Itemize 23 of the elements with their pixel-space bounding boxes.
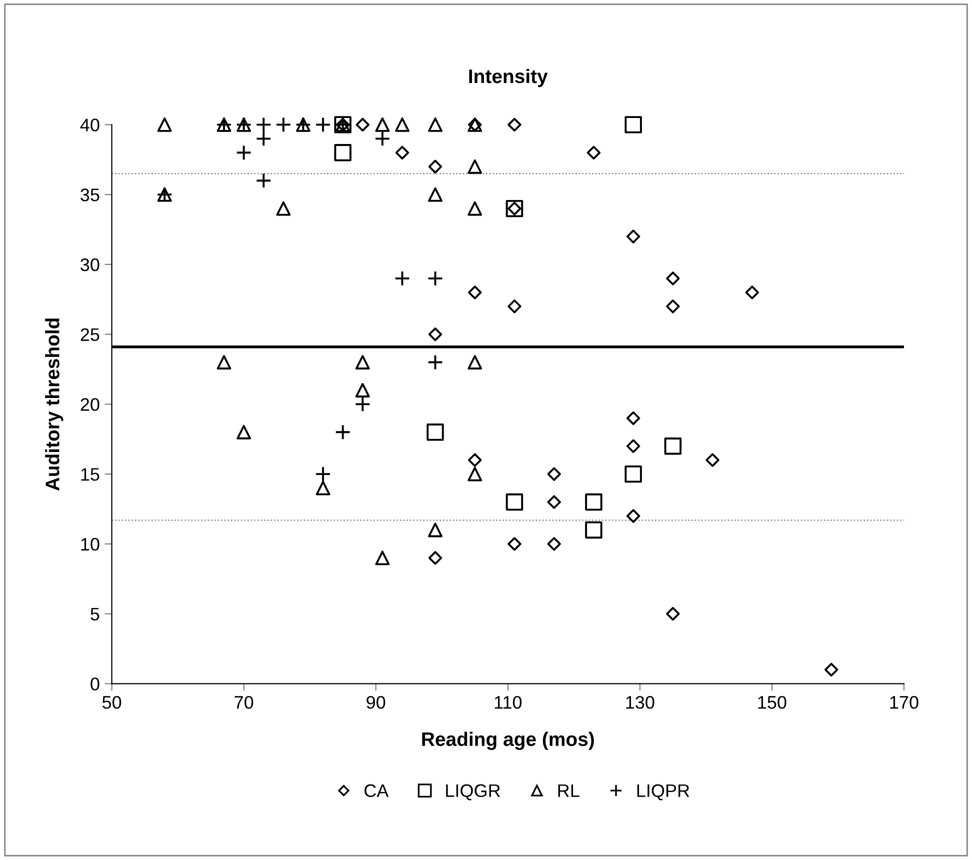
legend-label: CA [364, 784, 389, 798]
y-tick-label: 15 [81, 468, 100, 481]
y-tick-label: 10 [81, 538, 100, 551]
y-axis-title: Auditory threshold [45, 318, 64, 491]
legend-label: LIQGR [446, 784, 500, 800]
y-tick-label: 0 [90, 678, 100, 690]
x-tick-label: 70 [234, 696, 254, 709]
x-tick-label: 90 [366, 696, 386, 709]
x-tick-label: 150 [758, 696, 786, 709]
chart-title: Intensity [469, 68, 548, 88]
x-tick-label: 50 [102, 696, 122, 709]
legend-label: LIQPR [637, 784, 690, 800]
y-tick-label: 35 [80, 188, 100, 202]
legend-label: RL [558, 784, 580, 797]
y-tick-label: 5 [90, 608, 100, 621]
y-tick-label: 40 [80, 118, 100, 132]
x-tick-label: 110 [494, 696, 522, 709]
y-tick-label: 25 [80, 328, 100, 342]
x-tick-label: 170 [890, 696, 918, 709]
y-tick-label: 30 [80, 258, 100, 272]
x-tick-label: 130 [626, 696, 654, 709]
x-axis-title: Reading age (mos) [422, 732, 594, 750]
y-tick-label: 20 [80, 398, 100, 411]
